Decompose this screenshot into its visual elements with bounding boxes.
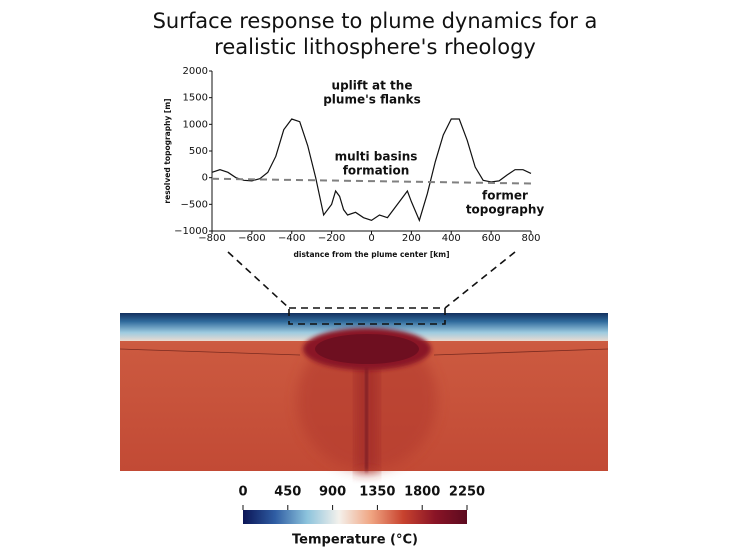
colorbar-tick-label: 1800 [404, 485, 440, 500]
colorbar [243, 510, 467, 524]
y-tick-label: 500 [189, 146, 208, 157]
annotation: multi basins [335, 150, 418, 164]
colorbar-label: Temperature (°C) [292, 533, 418, 548]
y-tick-label: −1000 [174, 226, 208, 237]
annotation: former [482, 189, 528, 203]
y-tick-label: 1500 [183, 93, 208, 104]
x-tick-label: 200 [402, 233, 421, 244]
x-tick-label: 600 [482, 233, 501, 244]
x-tick-label: −800 [198, 233, 225, 244]
x-tick-label: −400 [278, 233, 305, 244]
x-axis-label: distance from the plume center [km] [294, 250, 450, 259]
y-tick-label: −500 [181, 199, 208, 210]
x-tick-label: 0 [368, 233, 374, 244]
x-tick-label: 800 [521, 233, 540, 244]
annotation: uplift at the [332, 79, 413, 93]
annotation: formation [343, 164, 410, 178]
x-tick-label: 400 [442, 233, 461, 244]
temperature-field [119, 313, 609, 471]
y-tick-label: 1000 [183, 119, 208, 130]
y-tick-label: 0 [202, 173, 208, 184]
zoom-frame [227, 251, 516, 325]
colorbar-tick-label: 1350 [359, 485, 395, 500]
x-tick-label: −200 [318, 233, 345, 244]
colorbar-tick-label: 2250 [449, 485, 485, 500]
reference-line [211, 177, 532, 185]
colorbar-tick-label: 0 [238, 485, 247, 500]
colorbar-tick-label: 900 [319, 485, 346, 500]
y-axis-label: resolved topography [m] [163, 98, 172, 203]
annotation: plume's flanks [323, 93, 421, 107]
topography-line [211, 118, 532, 223]
annotation: topography [466, 203, 545, 217]
y-tick-label: 2000 [183, 66, 208, 77]
colorbar-tick-label: 450 [274, 485, 301, 500]
chart-title: Surface response to plume dynamics for a… [152, 9, 598, 59]
x-tick-label: −600 [238, 233, 265, 244]
